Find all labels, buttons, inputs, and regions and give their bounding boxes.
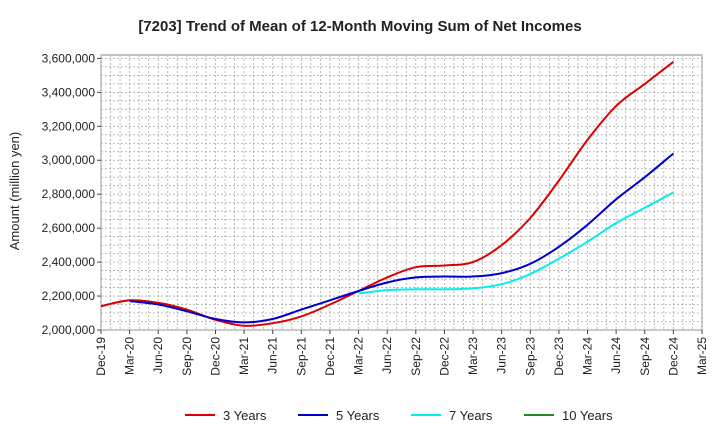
y-tick-label: 3,200,000 [42, 119, 96, 133]
x-tick-label: Sep-21 [294, 337, 308, 376]
legend-label-5-years: 5 Years [336, 408, 380, 423]
x-tick-label: Jun-23 [495, 337, 509, 374]
legend-label-3-years: 3 Years [223, 408, 267, 423]
x-tick-label: Jun-24 [609, 337, 623, 374]
x-tick-label: Mar-24 [581, 337, 595, 375]
grid-lines [100, 54, 703, 331]
x-tick-label: Dec-22 [437, 337, 451, 376]
x-tick-label: Dec-19 [94, 337, 108, 376]
series-line-3-years [100, 61, 675, 327]
y-tick-label: 3,600,000 [42, 51, 96, 65]
series-lines [100, 61, 675, 327]
y-axis-label: Amount (million yen) [7, 132, 22, 251]
x-tick-label: Mar-22 [352, 337, 366, 375]
y-tick-label: 3,000,000 [42, 153, 96, 167]
y-tick-label: 2,600,000 [42, 221, 96, 235]
x-tick-label: Dec-21 [323, 337, 337, 376]
x-tick-label: Sep-22 [409, 337, 423, 376]
legend: 3 Years 5 Years 7 Years 10 Years [185, 408, 613, 423]
x-tick-label: Dec-24 [666, 337, 680, 376]
x-tick-label: Dec-23 [552, 337, 566, 376]
legend-label-7-years: 7 Years [449, 408, 493, 423]
y-tick-label: 2,000,000 [42, 323, 96, 337]
x-tick-label: Jun-20 [151, 337, 165, 374]
chart-title: [7203] Trend of Mean of 12-Month Moving … [138, 18, 581, 35]
x-tick-label: Mar-23 [466, 337, 480, 375]
x-tick-label: Dec-20 [208, 337, 222, 376]
x-tick-label: Jun-22 [380, 337, 394, 374]
x-tick-label: Jun-21 [266, 337, 280, 374]
series-line-7-years [358, 191, 674, 295]
x-tick-label: Sep-23 [523, 337, 537, 376]
y-tick-label: 2,800,000 [42, 187, 96, 201]
y-tick-label: 2,200,000 [42, 289, 96, 303]
x-tick-label: Mar-20 [123, 337, 137, 375]
y-tick-label: 3,400,000 [42, 85, 96, 99]
series-line-5-years [129, 152, 675, 324]
x-tick-label: Mar-25 [695, 337, 709, 375]
axes: 2,000,000 2,200,000 2,400,000 2,600,000 2,80… [42, 51, 709, 375]
x-tick-label: Mar-21 [237, 337, 251, 375]
legend-label-10-years: 10 Years [562, 408, 613, 423]
x-tick-label: Sep-24 [638, 337, 652, 376]
x-tick-label: Sep-20 [180, 337, 194, 376]
y-tick-label: 2,400,000 [42, 255, 96, 269]
